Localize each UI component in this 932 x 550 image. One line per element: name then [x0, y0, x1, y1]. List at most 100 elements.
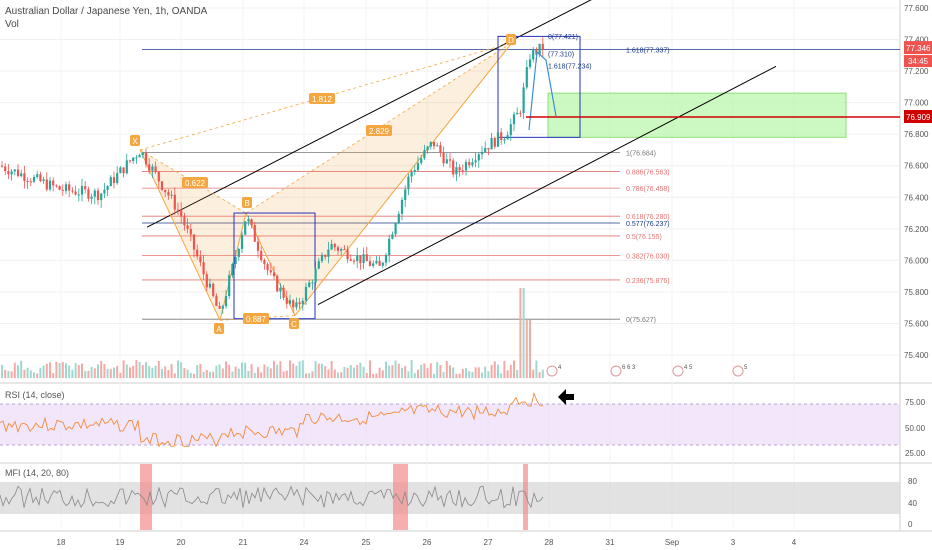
candle-body — [426, 146, 429, 151]
volume-bar — [317, 363, 320, 378]
candle-body — [407, 176, 410, 190]
candle-body — [84, 186, 87, 190]
time-tick-label: 3 — [731, 538, 736, 547]
candle-body — [55, 185, 58, 187]
volume-bar — [538, 372, 541, 378]
candle-body — [480, 151, 484, 155]
candle-body — [224, 296, 228, 307]
event-marker-icon — [610, 365, 622, 377]
volume-bar — [228, 364, 231, 378]
volume-bar — [167, 369, 170, 378]
volume-bar — [484, 366, 487, 378]
time-tick-label: 31 — [606, 538, 615, 547]
candle-body — [215, 295, 218, 306]
mfi-axis-label: 80 — [908, 477, 917, 486]
candle-body — [311, 282, 314, 284]
volume-bar — [81, 363, 83, 378]
candle-body — [484, 147, 487, 152]
rsi-line — [0, 391, 544, 448]
volume-bar — [138, 362, 141, 378]
volume-bar — [106, 369, 109, 378]
candle-body — [503, 139, 506, 141]
candle-body — [122, 167, 125, 174]
volume-bar — [397, 363, 400, 378]
volume-bar — [225, 361, 227, 378]
volume-bar — [202, 371, 205, 378]
candle-body — [13, 169, 16, 172]
target-price-tag — [904, 109, 932, 123]
volume-bar — [77, 365, 80, 378]
candle-body — [276, 276, 279, 292]
candle-body — [448, 159, 452, 161]
candle-body — [48, 180, 52, 190]
candle-body — [189, 228, 192, 235]
candle-body — [96, 190, 100, 201]
volume-bar — [461, 368, 464, 378]
event-marker-text: 6 6 3 — [622, 365, 636, 371]
candle-body — [349, 259, 352, 261]
candle-body — [400, 199, 404, 214]
volume-bar — [93, 368, 96, 378]
volume-bar — [180, 362, 183, 378]
volume-bar — [151, 367, 154, 378]
candle-body — [154, 166, 157, 172]
target-price-text: 76.909 — [906, 113, 931, 122]
time-tick-label: 19 — [116, 538, 125, 547]
candle-body — [292, 300, 295, 308]
volume-bar — [439, 365, 442, 378]
candle-body — [378, 260, 381, 266]
candle-body — [80, 186, 84, 195]
mfi-axis-label: 40 — [908, 499, 917, 508]
d-zone-label: 1.618(77.234) — [548, 64, 592, 71]
candle-body — [93, 190, 96, 197]
candle-body — [432, 141, 436, 147]
volume-bar — [119, 372, 122, 378]
candle-body — [141, 152, 144, 155]
candle-body — [343, 249, 346, 251]
candle-body — [87, 189, 90, 199]
candle-body — [452, 160, 455, 175]
candle-body — [240, 234, 244, 249]
rsi-axis-label: 50.00 — [905, 424, 926, 433]
candle-body — [308, 282, 311, 287]
candle-body — [58, 186, 61, 190]
volume-bar — [449, 365, 451, 378]
volume-bar — [346, 367, 349, 378]
volume-bar — [266, 366, 269, 378]
d-zone-label: (77.310) — [548, 52, 574, 59]
volume-bar — [29, 370, 32, 378]
candle-body — [464, 162, 468, 171]
candle-body — [320, 254, 324, 262]
volume-bar — [161, 368, 163, 378]
volume-bar — [410, 360, 413, 378]
volume-bar — [269, 368, 272, 378]
candle-body — [20, 173, 23, 177]
projection-path — [528, 50, 557, 131]
volume-bar — [356, 364, 359, 378]
time-tick-label: 20 — [177, 538, 186, 547]
pattern-leg — [294, 42, 513, 316]
candle-body — [52, 180, 55, 186]
volume-bar — [10, 371, 13, 378]
countdown-text: 34:45 — [908, 57, 929, 66]
candle-body — [266, 264, 269, 271]
volume-bar — [497, 364, 499, 378]
volume-bar — [301, 360, 304, 378]
candle-body — [455, 167, 458, 175]
pattern-ratio-label: 2.829 — [369, 127, 390, 136]
price-tick-label: 76.400 — [904, 193, 929, 202]
candle-body — [176, 209, 180, 211]
volume-bar — [423, 363, 426, 378]
candle-body — [506, 135, 509, 140]
channel-lower — [317, 65, 777, 305]
candle-body — [237, 248, 240, 257]
volume-bar — [103, 363, 106, 378]
price-tick-label: 77.200 — [904, 67, 929, 76]
candle-body — [346, 249, 349, 260]
pattern-ratio-box — [309, 93, 335, 104]
pattern-ratio-label: 0.887 — [246, 315, 267, 324]
volume-bar — [455, 373, 458, 378]
pattern-point-label: B — [244, 199, 249, 208]
